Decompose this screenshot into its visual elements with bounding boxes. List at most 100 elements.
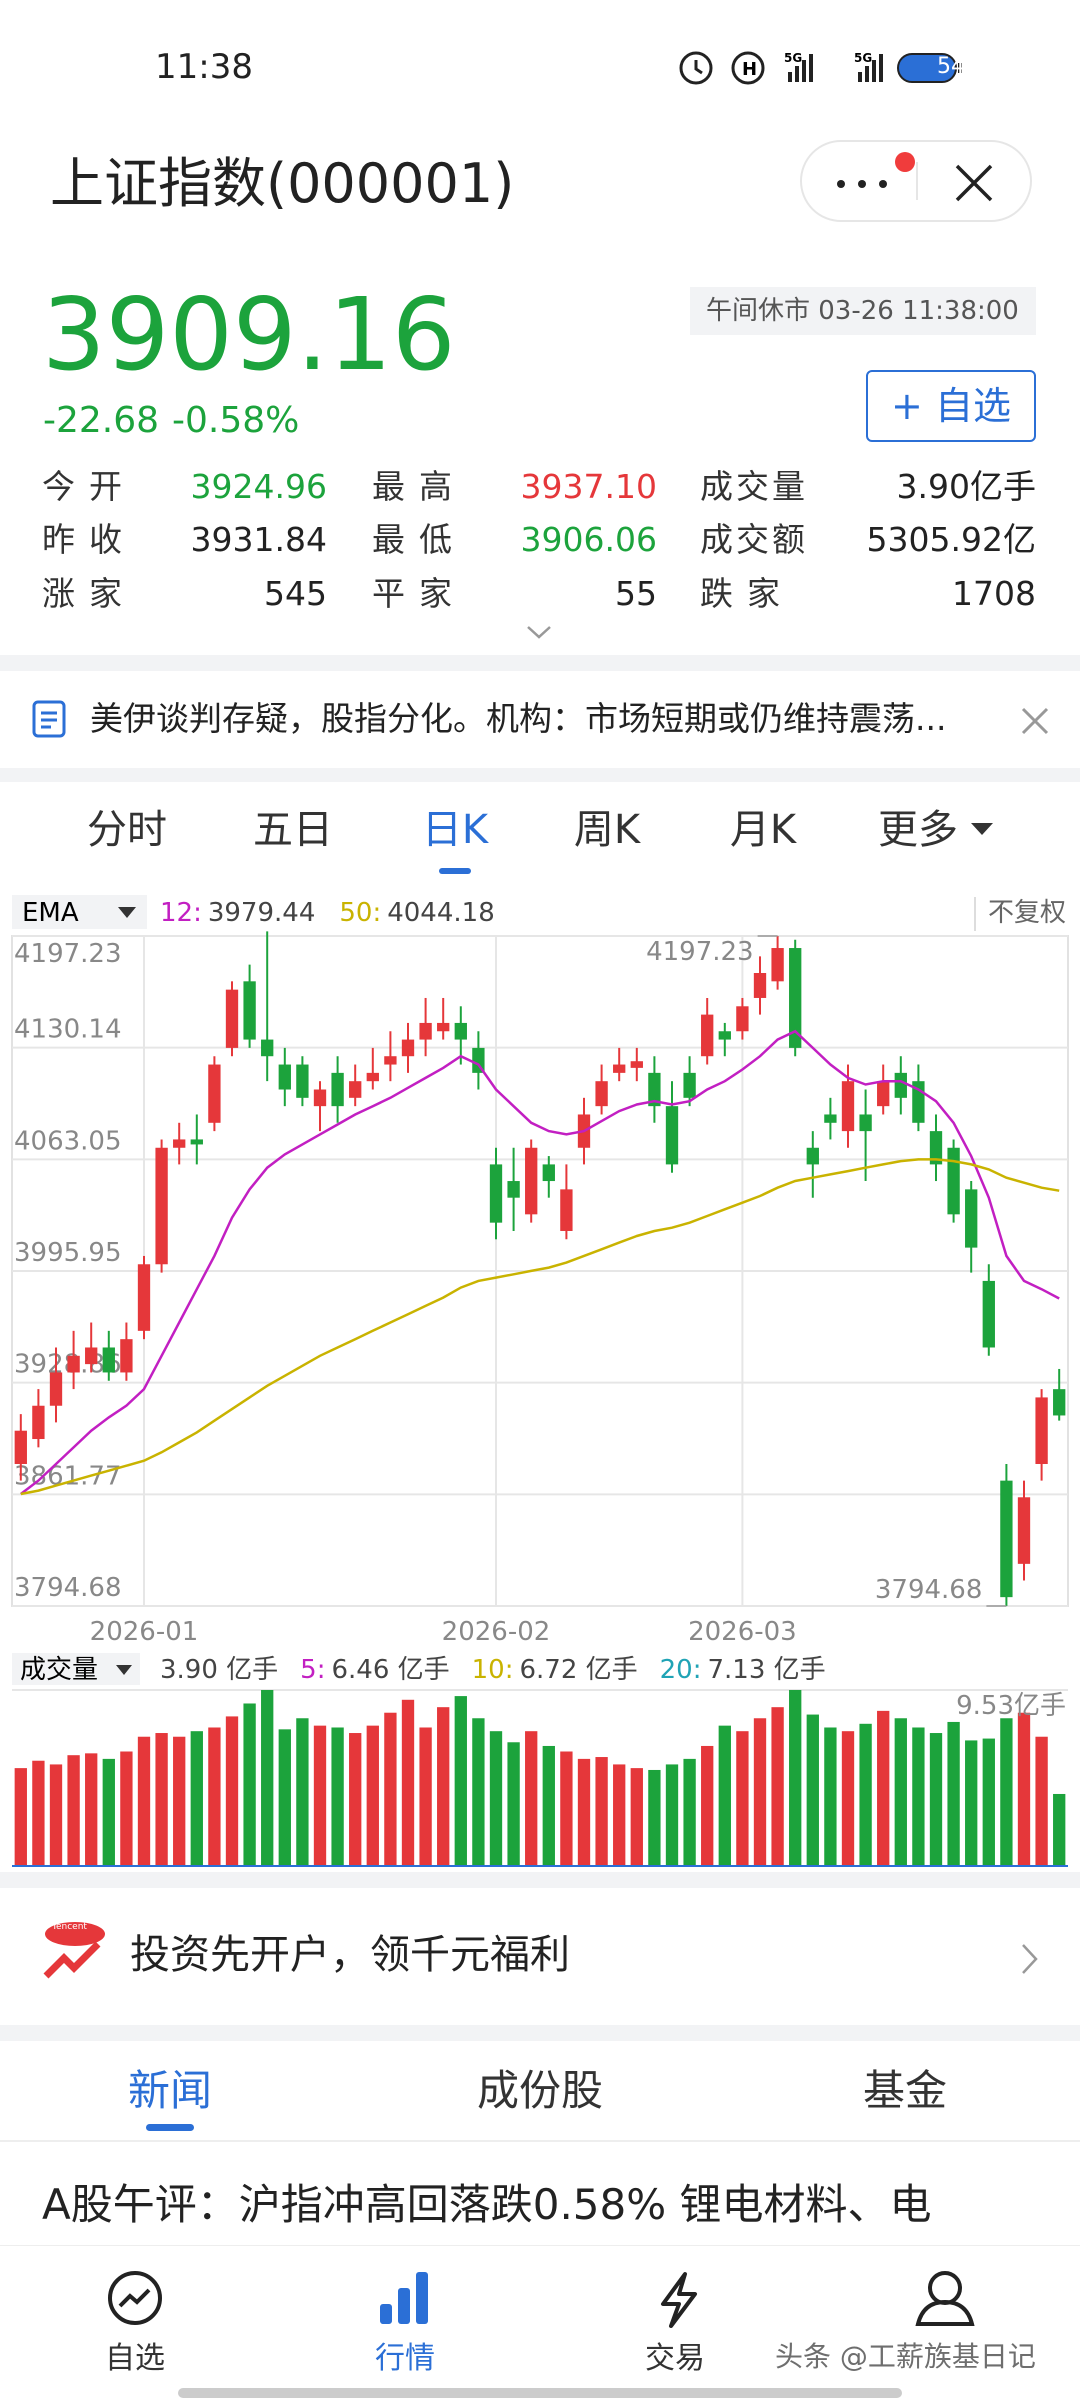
stat-label: 最低 (372, 520, 452, 559)
separator (0, 1872, 1080, 1888)
candle-body (102, 1347, 115, 1373)
candle-body (648, 1072, 661, 1107)
candle-body (613, 1064, 626, 1073)
volume-label-box (12, 1653, 140, 1685)
candle-body (877, 1081, 890, 1107)
volume-bar (789, 1690, 802, 1866)
nav-icons (108, 2271, 975, 2328)
expand-chevron[interactable] (526, 624, 552, 640)
stat-value: 3924.96 (190, 467, 327, 506)
volume-bar (841, 1731, 855, 1866)
stat-cell: 跌家 1708 (700, 577, 1036, 610)
volume-bar (278, 1729, 291, 1866)
volume-bar (137, 1736, 151, 1866)
volume-bar (32, 1760, 45, 1866)
candle-body (349, 1081, 362, 1098)
more-caret (971, 823, 993, 835)
candle-body (929, 1131, 943, 1165)
stat-cell: 涨家 545 (42, 577, 327, 610)
volume-bar (929, 1733, 943, 1866)
ema-legend-name: 50: (339, 898, 381, 928)
candle-body (32, 1405, 45, 1440)
volume-max-label: 9.53亿手 (956, 1691, 1066, 1721)
candle-body (208, 1064, 221, 1123)
volume-bar (49, 1764, 63, 1866)
promo-text[interactable]: 投资先开户，领千元福利 (130, 1932, 570, 1978)
candle-body (965, 1189, 978, 1248)
volume-bar (947, 1721, 960, 1866)
volume-bar (1035, 1736, 1048, 1866)
stat-label: 成交额 (700, 520, 805, 559)
news-banner[interactable]: 美伊谈判存疑，股指分化。机构：市场短期或仍维持震荡... (90, 699, 947, 738)
close-banner[interactable] (1020, 706, 1050, 736)
volume-legend-value: 6.72 亿手 (519, 1655, 637, 1685)
nav-label[interactable]: 自选 (105, 2341, 165, 2376)
stat-value: 55 (615, 574, 657, 613)
candle-body (49, 1372, 63, 1406)
stat-label: 成交量 (700, 467, 805, 506)
volume-bar (701, 1745, 714, 1866)
ema-line (20, 1158, 1060, 1496)
candle-body (366, 1072, 379, 1082)
section-tab[interactable]: 成份股 (476, 2066, 604, 2115)
svg-text:5G: 5G (854, 51, 872, 65)
stat-value: 545 (264, 574, 327, 613)
volume-bar (613, 1764, 626, 1866)
volume-bar (982, 1738, 995, 1866)
chart-tab[interactable]: 更多 (878, 807, 958, 853)
candle-body (120, 1339, 133, 1373)
volume-bar (120, 1751, 133, 1866)
chart-tab[interactable]: 月K (729, 807, 797, 853)
volume-bar (753, 1718, 767, 1866)
volume-bar (437, 1707, 450, 1866)
separator (0, 655, 1080, 671)
volume-bar (243, 1703, 256, 1866)
volume-bar (1000, 1718, 1013, 1866)
candle-body (859, 1114, 872, 1132)
volume-bar (648, 1769, 661, 1866)
x-tick-label: 2026-01 (90, 1617, 199, 1647)
y-tick-label: 4063.05 (14, 1126, 122, 1156)
chart-tab[interactable]: 分时 (87, 807, 167, 853)
promo-chevron (1022, 1944, 1038, 1974)
volume-bar (542, 1745, 555, 1866)
stat-value: 1708 (952, 574, 1036, 613)
candle-body (173, 1139, 186, 1148)
headline[interactable]: A股午评：沪指冲高回落跌0.58% 锂电材料、电 (42, 2180, 932, 2229)
candle-body (701, 1014, 714, 1057)
section-tab[interactable]: 新闻 (127, 2066, 213, 2115)
section-tab[interactable]: 基金 (862, 2066, 948, 2115)
bottom-nav (0, 2245, 1080, 2400)
candle-body (683, 1072, 696, 1098)
volume-bar (331, 1727, 344, 1866)
stat-cell: 成交额 5305.92亿 (700, 523, 1036, 556)
stat-label: 跌家 (700, 574, 780, 613)
volume-legend-name: 5: (300, 1655, 325, 1685)
candle-body (85, 1347, 98, 1365)
y-tick-label: 3995.95 (14, 1238, 122, 1268)
add-watchlist-button[interactable]: + 自选 (866, 370, 1036, 442)
stat-cell: 最低 3906.06 (372, 523, 657, 556)
ema-line (20, 1029, 1060, 1495)
nav-label[interactable]: 行情 (375, 2341, 435, 2376)
chart-tab[interactable]: 五日 (253, 807, 333, 853)
candle-body (190, 1139, 203, 1145)
capsule-icons[interactable] (802, 142, 1030, 220)
chart-tab[interactable]: 日K (421, 807, 489, 853)
candle-body (753, 972, 767, 998)
ema-legend-name: 12: (160, 898, 202, 928)
stat-cell: 最高 3937.10 (372, 470, 657, 503)
candle-body (225, 989, 239, 1048)
candle-body (313, 1089, 327, 1107)
candle-body (472, 1047, 485, 1073)
candle-body (595, 1081, 608, 1107)
volume-bar (190, 1731, 203, 1866)
price: 3909.16 (42, 276, 456, 393)
nav-label[interactable]: 交易 (645, 2341, 705, 2376)
volume-legend-value: 3.90 亿手 (160, 1655, 278, 1685)
volume-bar (313, 1725, 327, 1866)
volume-bar (894, 1718, 907, 1866)
chart-tab[interactable]: 周K (573, 807, 641, 853)
candle-body (507, 1181, 520, 1198)
